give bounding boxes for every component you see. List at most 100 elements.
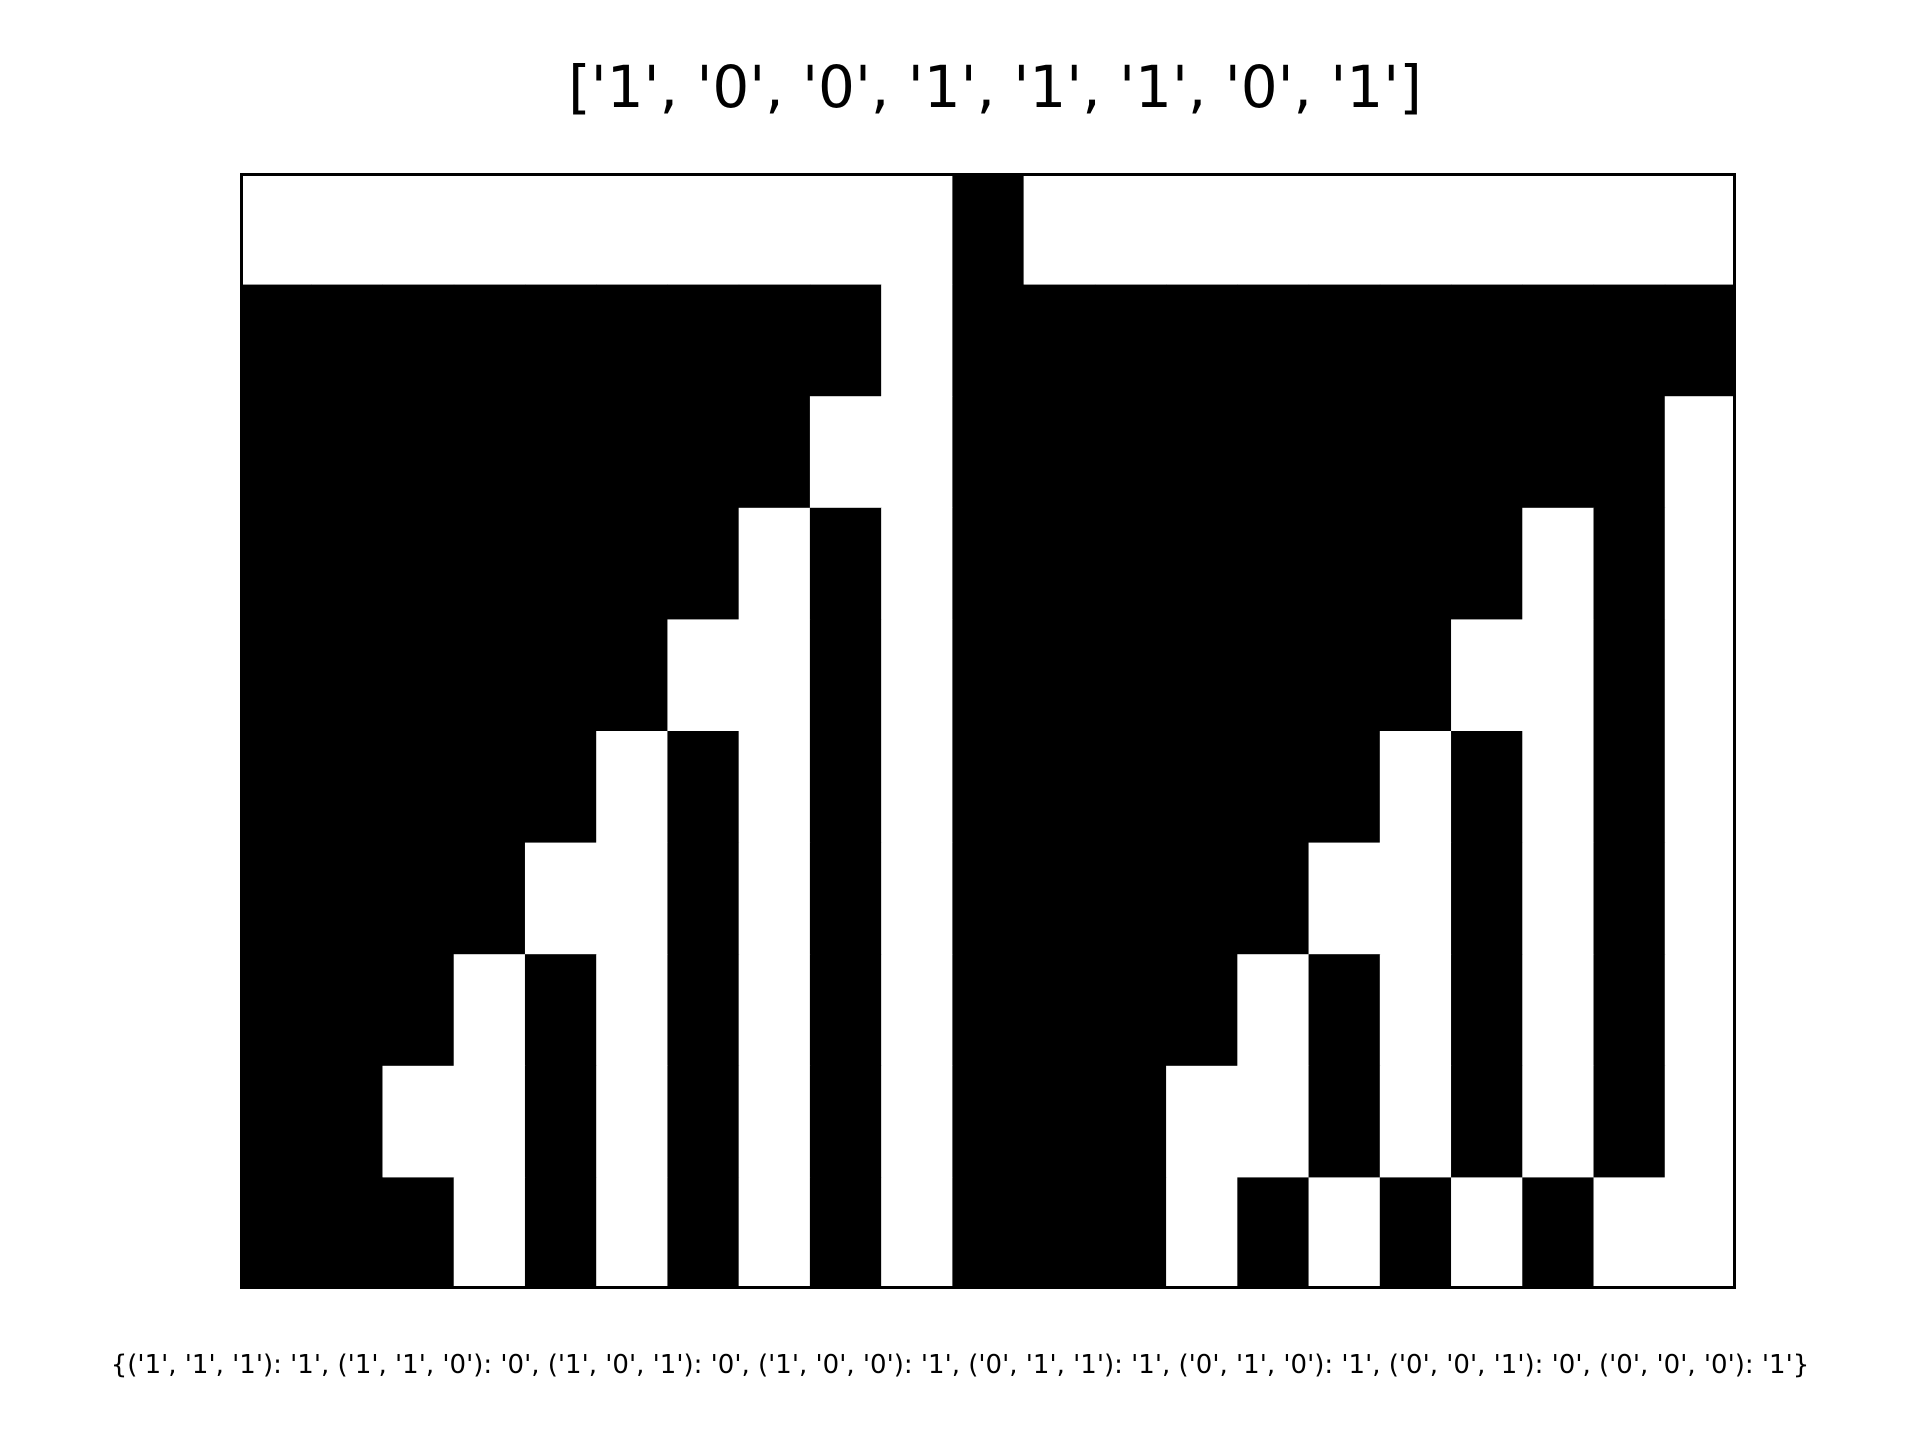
cell-r3-c20 — [1665, 508, 1736, 620]
cell-r4-c12 — [1095, 619, 1167, 731]
cell-r6-c8 — [810, 843, 882, 955]
cell-r6-c3 — [454, 843, 526, 955]
cell-r3-c8 — [810, 508, 882, 620]
cell-r8-c0 — [240, 1066, 312, 1178]
cell-r9-c9 — [881, 1177, 953, 1289]
cell-r1-c3 — [454, 285, 526, 397]
cell-r3-c10 — [952, 508, 1024, 620]
cell-r1-c5 — [596, 285, 668, 397]
cell-r7-c20 — [1665, 954, 1736, 1066]
cell-r2-c17 — [1451, 396, 1523, 508]
cell-r7-c5 — [596, 954, 668, 1066]
cell-r1-c4 — [525, 285, 597, 397]
cell-r2-c6 — [667, 396, 739, 508]
cell-r9-c8 — [810, 1177, 882, 1289]
cell-r5-c8 — [810, 731, 882, 843]
cell-r4-c1 — [311, 619, 383, 731]
cell-r2-c12 — [1095, 396, 1167, 508]
cell-r1-c20 — [1665, 285, 1736, 397]
cell-r0-c14 — [1237, 173, 1309, 285]
cell-r4-c18 — [1522, 619, 1594, 731]
cell-r9-c17 — [1451, 1177, 1523, 1289]
cell-r9-c20 — [1665, 1177, 1736, 1289]
cell-r9-c1 — [311, 1177, 383, 1289]
cell-r6-c16 — [1380, 843, 1452, 955]
cell-r6-c6 — [667, 843, 739, 955]
cell-r3-c11 — [1024, 508, 1096, 620]
cell-r6-c10 — [952, 843, 1024, 955]
cell-r2-c3 — [454, 396, 526, 508]
cell-r2-c18 — [1522, 396, 1594, 508]
cell-r1-c15 — [1309, 285, 1381, 397]
cell-r3-c14 — [1237, 508, 1309, 620]
cell-r4-c16 — [1380, 619, 1452, 731]
cell-r7-c4 — [525, 954, 597, 1066]
cell-r5-c10 — [952, 731, 1024, 843]
cell-r2-c19 — [1594, 396, 1666, 508]
cell-r8-c2 — [382, 1066, 454, 1178]
cell-r6-c4 — [525, 843, 597, 955]
cell-r1-c17 — [1451, 285, 1523, 397]
cell-r1-c13 — [1166, 285, 1238, 397]
cell-r1-c16 — [1380, 285, 1452, 397]
cell-r1-c10 — [952, 285, 1024, 397]
cell-r0-c20 — [1665, 173, 1736, 285]
cell-r9-c3 — [454, 1177, 526, 1289]
cell-r0-c15 — [1309, 173, 1381, 285]
cell-r0-c7 — [739, 173, 811, 285]
cell-r9-c0 — [240, 1177, 312, 1289]
cell-r0-c18 — [1522, 173, 1594, 285]
cell-r0-c4 — [525, 173, 597, 285]
cell-r8-c16 — [1380, 1066, 1452, 1178]
cell-r0-c9 — [881, 173, 953, 285]
cell-r7-c0 — [240, 954, 312, 1066]
cell-r1-c14 — [1237, 285, 1309, 397]
cell-r8-c18 — [1522, 1066, 1594, 1178]
cell-r7-c11 — [1024, 954, 1096, 1066]
cell-r7-c9 — [881, 954, 953, 1066]
cell-r1-c9 — [881, 285, 953, 397]
cell-r7-c19 — [1594, 954, 1666, 1066]
cell-r6-c2 — [382, 843, 454, 955]
cell-r7-c1 — [311, 954, 383, 1066]
cell-r5-c17 — [1451, 731, 1523, 843]
cell-r3-c7 — [739, 508, 811, 620]
cell-r3-c4 — [525, 508, 597, 620]
cell-r0-c13 — [1166, 173, 1238, 285]
cell-r5-c13 — [1166, 731, 1238, 843]
cell-r2-c10 — [952, 396, 1024, 508]
cell-r8-c17 — [1451, 1066, 1523, 1178]
cell-r5-c1 — [311, 731, 383, 843]
cell-r5-c6 — [667, 731, 739, 843]
cell-r6-c7 — [739, 843, 811, 955]
cell-r4-c20 — [1665, 619, 1736, 731]
cell-r9-c4 — [525, 1177, 597, 1289]
cell-r8-c8 — [810, 1066, 882, 1178]
cell-r8-c5 — [596, 1066, 668, 1178]
cell-r6-c14 — [1237, 843, 1309, 955]
cell-r2-c1 — [311, 396, 383, 508]
cell-r2-c5 — [596, 396, 668, 508]
cell-r8-c9 — [881, 1066, 953, 1178]
cell-r8-c10 — [952, 1066, 1024, 1178]
cell-r9-c2 — [382, 1177, 454, 1289]
cell-r5-c20 — [1665, 731, 1736, 843]
cell-r8-c7 — [739, 1066, 811, 1178]
cell-r1-c7 — [739, 285, 811, 397]
cell-r4-c14 — [1237, 619, 1309, 731]
cell-r9-c14 — [1237, 1177, 1309, 1289]
cell-r9-c5 — [596, 1177, 668, 1289]
cell-r0-c12 — [1095, 173, 1167, 285]
cell-r4-c7 — [739, 619, 811, 731]
cell-r0-c19 — [1594, 173, 1666, 285]
cell-r4-c2 — [382, 619, 454, 731]
cell-r5-c4 — [525, 731, 597, 843]
cell-r4-c19 — [1594, 619, 1666, 731]
cell-r4-c13 — [1166, 619, 1238, 731]
cell-r8-c1 — [311, 1066, 383, 1178]
cell-r9-c15 — [1309, 1177, 1381, 1289]
cell-r8-c19 — [1594, 1066, 1666, 1178]
cell-r5-c16 — [1380, 731, 1452, 843]
cell-r3-c12 — [1095, 508, 1167, 620]
cell-r2-c4 — [525, 396, 597, 508]
